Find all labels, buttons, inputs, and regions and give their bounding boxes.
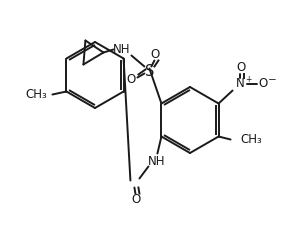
Text: N: N	[236, 77, 245, 90]
Text: +: +	[245, 75, 252, 84]
Text: O: O	[132, 193, 141, 206]
Text: CH₃: CH₃	[26, 88, 47, 101]
Text: CH₃: CH₃	[241, 133, 262, 146]
Text: O: O	[127, 73, 136, 86]
Text: NH: NH	[148, 155, 165, 168]
Text: O: O	[151, 48, 160, 61]
Text: O: O	[236, 61, 245, 74]
Text: NH: NH	[113, 43, 130, 56]
Text: S: S	[145, 64, 154, 79]
Text: −: −	[268, 74, 277, 84]
Text: O: O	[258, 77, 267, 90]
